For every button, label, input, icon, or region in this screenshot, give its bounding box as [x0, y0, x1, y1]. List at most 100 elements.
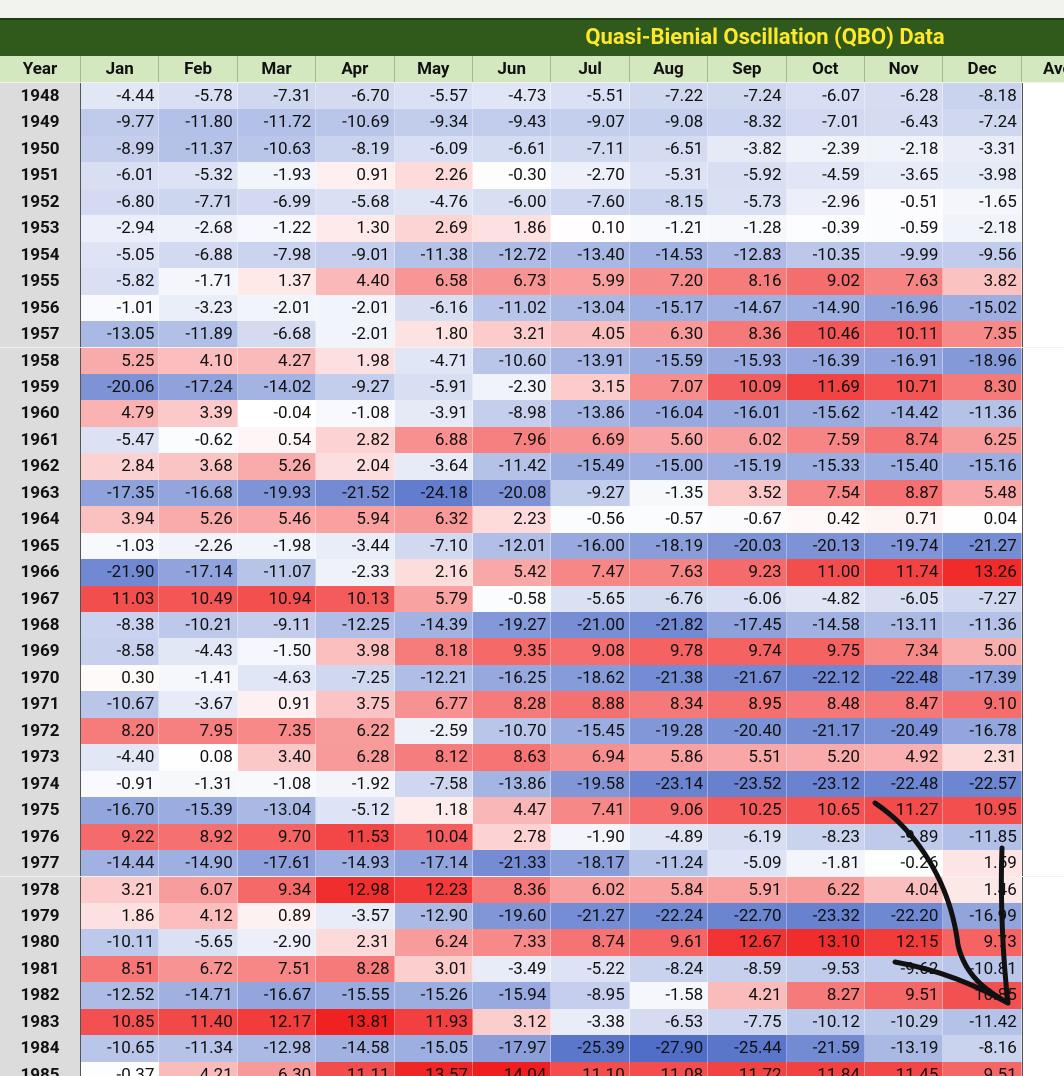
value-cell: -8.19 [316, 135, 395, 163]
value-cell: -9.77 [81, 109, 160, 136]
value-cell: -3.67 [159, 691, 238, 718]
value-cell: 9.61 [629, 929, 709, 956]
value-cell: -2.70 [551, 162, 630, 189]
value-cell: -21.33 [473, 850, 552, 877]
value-cell: 5.84 [629, 876, 709, 903]
value-cell: -1.71 [159, 268, 238, 295]
value-cell: -15.02 [943, 294, 1022, 322]
value-cell: -15.93 [708, 347, 787, 374]
value-cell: 0.91 [316, 162, 395, 189]
value-cell: -25.44 [708, 1035, 787, 1062]
value-cell: -15.49 [551, 453, 630, 480]
value-cell: -16.96 [865, 294, 944, 322]
value-cell: 5.60 [629, 426, 709, 454]
value-cell: 3.94 [81, 506, 160, 533]
column-header: May [394, 56, 473, 82]
value-cell: -6.88 [159, 241, 238, 269]
value-cell: -11.38 [394, 241, 473, 269]
value-cell: -3.98 [943, 162, 1022, 189]
value-cell: -6.68 [237, 321, 317, 348]
value-cell: -10.70 [473, 717, 552, 745]
value-cell: -23.12 [786, 770, 865, 798]
value-cell: -17.24 [159, 373, 238, 401]
value-cell: -3.23 [159, 294, 238, 322]
value-cell: 9.75 [786, 638, 865, 665]
value-cell: 8.28 [473, 691, 552, 718]
value-cell: 5.94 [316, 506, 395, 533]
column-header: Dec [943, 56, 1022, 82]
value-cell: -1.90 [551, 823, 630, 851]
value-cell: 3.21 [81, 876, 160, 903]
average-cell [1021, 1008, 1064, 1036]
value-cell: -5.82 [81, 268, 160, 295]
value-cell: 8.63 [473, 744, 552, 771]
column-header: Jul [551, 56, 630, 82]
value-cell: -21.27 [551, 902, 630, 930]
value-cell: -7.58 [394, 770, 473, 798]
value-cell: -2.90 [237, 929, 317, 956]
value-cell: 9.70 [237, 823, 317, 851]
value-cell: -2.01 [316, 321, 395, 348]
value-cell: -15.05 [394, 1035, 473, 1062]
average-cell [1021, 188, 1064, 216]
value-cell: 5.26 [159, 506, 238, 533]
year-cell: 1950 [0, 135, 81, 163]
value-cell: 5.20 [786, 744, 865, 771]
year-cell: 1970 [0, 664, 81, 692]
value-cell: 11.27 [865, 797, 944, 824]
value-cell: -1.31 [159, 770, 238, 798]
value-cell: -2.59 [394, 717, 473, 745]
value-cell: 9.78 [629, 638, 709, 665]
value-cell: 7.41 [551, 797, 630, 824]
year-cell: 1959 [0, 373, 81, 401]
value-cell: 6.58 [394, 268, 473, 295]
value-cell: 8.20 [81, 717, 160, 745]
value-cell: -21.59 [786, 1035, 865, 1062]
value-cell: 1.46 [943, 876, 1022, 903]
value-cell: -8.32 [708, 109, 787, 136]
value-cell: -14.42 [865, 400, 944, 427]
value-cell: -20.08 [473, 479, 552, 507]
year-cell: 1971 [0, 691, 81, 718]
value-cell: -1.93 [237, 162, 317, 189]
value-cell: 7.63 [629, 559, 709, 586]
value-cell: -17.97 [473, 1035, 552, 1062]
value-cell: 3.75 [316, 691, 395, 718]
year-cell: 1985 [0, 1061, 81, 1076]
value-cell: 8.36 [473, 876, 552, 903]
year-cell: 1956 [0, 294, 81, 322]
value-cell: -14.39 [394, 612, 473, 639]
value-cell: -14.53 [629, 241, 709, 269]
value-cell: 3.40 [237, 744, 317, 771]
value-cell: 0.91 [237, 691, 317, 718]
value-cell: -21.00 [551, 612, 630, 639]
value-cell: -5.09 [708, 850, 787, 877]
value-cell: -1.58 [629, 982, 709, 1009]
column-header: Feb [159, 56, 238, 82]
value-cell: 11.45 [865, 1061, 944, 1076]
value-cell: -5.31 [629, 162, 709, 189]
value-cell: -5.65 [551, 585, 630, 612]
value-cell: -3.49 [473, 955, 552, 983]
value-cell: -1.21 [629, 215, 709, 242]
value-cell: 1.30 [316, 215, 395, 242]
value-cell: 9.08 [551, 638, 630, 665]
value-cell: -12.72 [473, 241, 552, 269]
value-cell: 8.28 [316, 955, 395, 983]
value-cell: 4.21 [159, 1061, 238, 1076]
value-cell: 2.31 [943, 744, 1022, 771]
value-cell: 6.22 [786, 876, 865, 903]
value-cell: -7.24 [708, 83, 787, 110]
year-cell: 1982 [0, 982, 81, 1009]
value-cell: -4.73 [473, 83, 552, 110]
value-cell: 3.21 [473, 321, 552, 348]
value-cell: -12.01 [473, 532, 552, 560]
value-cell: -12.90 [394, 902, 473, 930]
year-cell: 1966 [0, 559, 81, 586]
value-cell: -6.01 [81, 162, 160, 189]
value-cell: 10.46 [786, 321, 865, 348]
year-cell: 1953 [0, 215, 81, 242]
value-cell: 11.93 [394, 1008, 473, 1036]
value-cell: 2.26 [394, 162, 473, 189]
